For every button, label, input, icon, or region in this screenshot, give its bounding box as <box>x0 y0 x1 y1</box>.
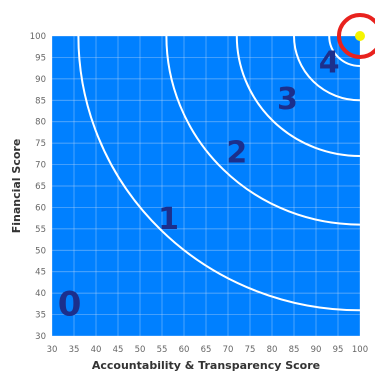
x-tick-label: 90 <box>311 345 322 355</box>
y-tick-label: 75 <box>35 139 46 149</box>
zone-label-3: 3 <box>277 82 298 117</box>
y-tick-label: 85 <box>35 96 46 106</box>
y-tick-label: 80 <box>35 118 46 128</box>
x-tick-label: 50 <box>135 345 146 355</box>
y-tick-label: 35 <box>35 311 46 321</box>
x-tick-label: 45 <box>113 345 124 355</box>
y-tick-label: 100 <box>30 32 46 42</box>
zone-label-1: 1 <box>158 202 179 237</box>
x-tick-label: 85 <box>289 345 300 355</box>
x-tick-label: 65 <box>201 345 212 355</box>
zone-label-0: 0 <box>58 285 82 325</box>
x-axis-title: Accountability & Transparency Score <box>92 359 320 372</box>
x-tick-label: 100 <box>352 345 368 355</box>
highlight-circle <box>337 13 375 59</box>
x-tick-label: 60 <box>179 345 190 355</box>
x-tick-label: 30 <box>47 345 58 355</box>
data-point <box>355 31 365 41</box>
y-tick-label: 55 <box>35 225 46 235</box>
y-axis-title: Financial Score <box>10 139 23 234</box>
x-tick-label: 40 <box>91 345 102 355</box>
y-tick-label: 40 <box>35 289 46 299</box>
y-tick-label: 90 <box>35 75 46 85</box>
x-tick-label: 55 <box>157 345 168 355</box>
y-tick-label: 30 <box>35 332 46 342</box>
y-tick-label: 65 <box>35 182 46 192</box>
y-tick-label: 45 <box>35 268 46 278</box>
y-tick-label: 60 <box>35 203 46 213</box>
zone-label-2: 2 <box>226 135 247 170</box>
x-tick-label: 95 <box>333 345 344 355</box>
x-tick-label: 75 <box>245 345 256 355</box>
x-tick-label: 70 <box>223 345 234 355</box>
y-tick-label: 70 <box>35 161 46 171</box>
y-tick-label: 95 <box>35 53 46 63</box>
x-tick-label: 35 <box>69 345 80 355</box>
y-tick-label: 50 <box>35 246 46 256</box>
x-tick-label: 80 <box>267 345 278 355</box>
zone-label-4: 4 <box>319 45 340 80</box>
